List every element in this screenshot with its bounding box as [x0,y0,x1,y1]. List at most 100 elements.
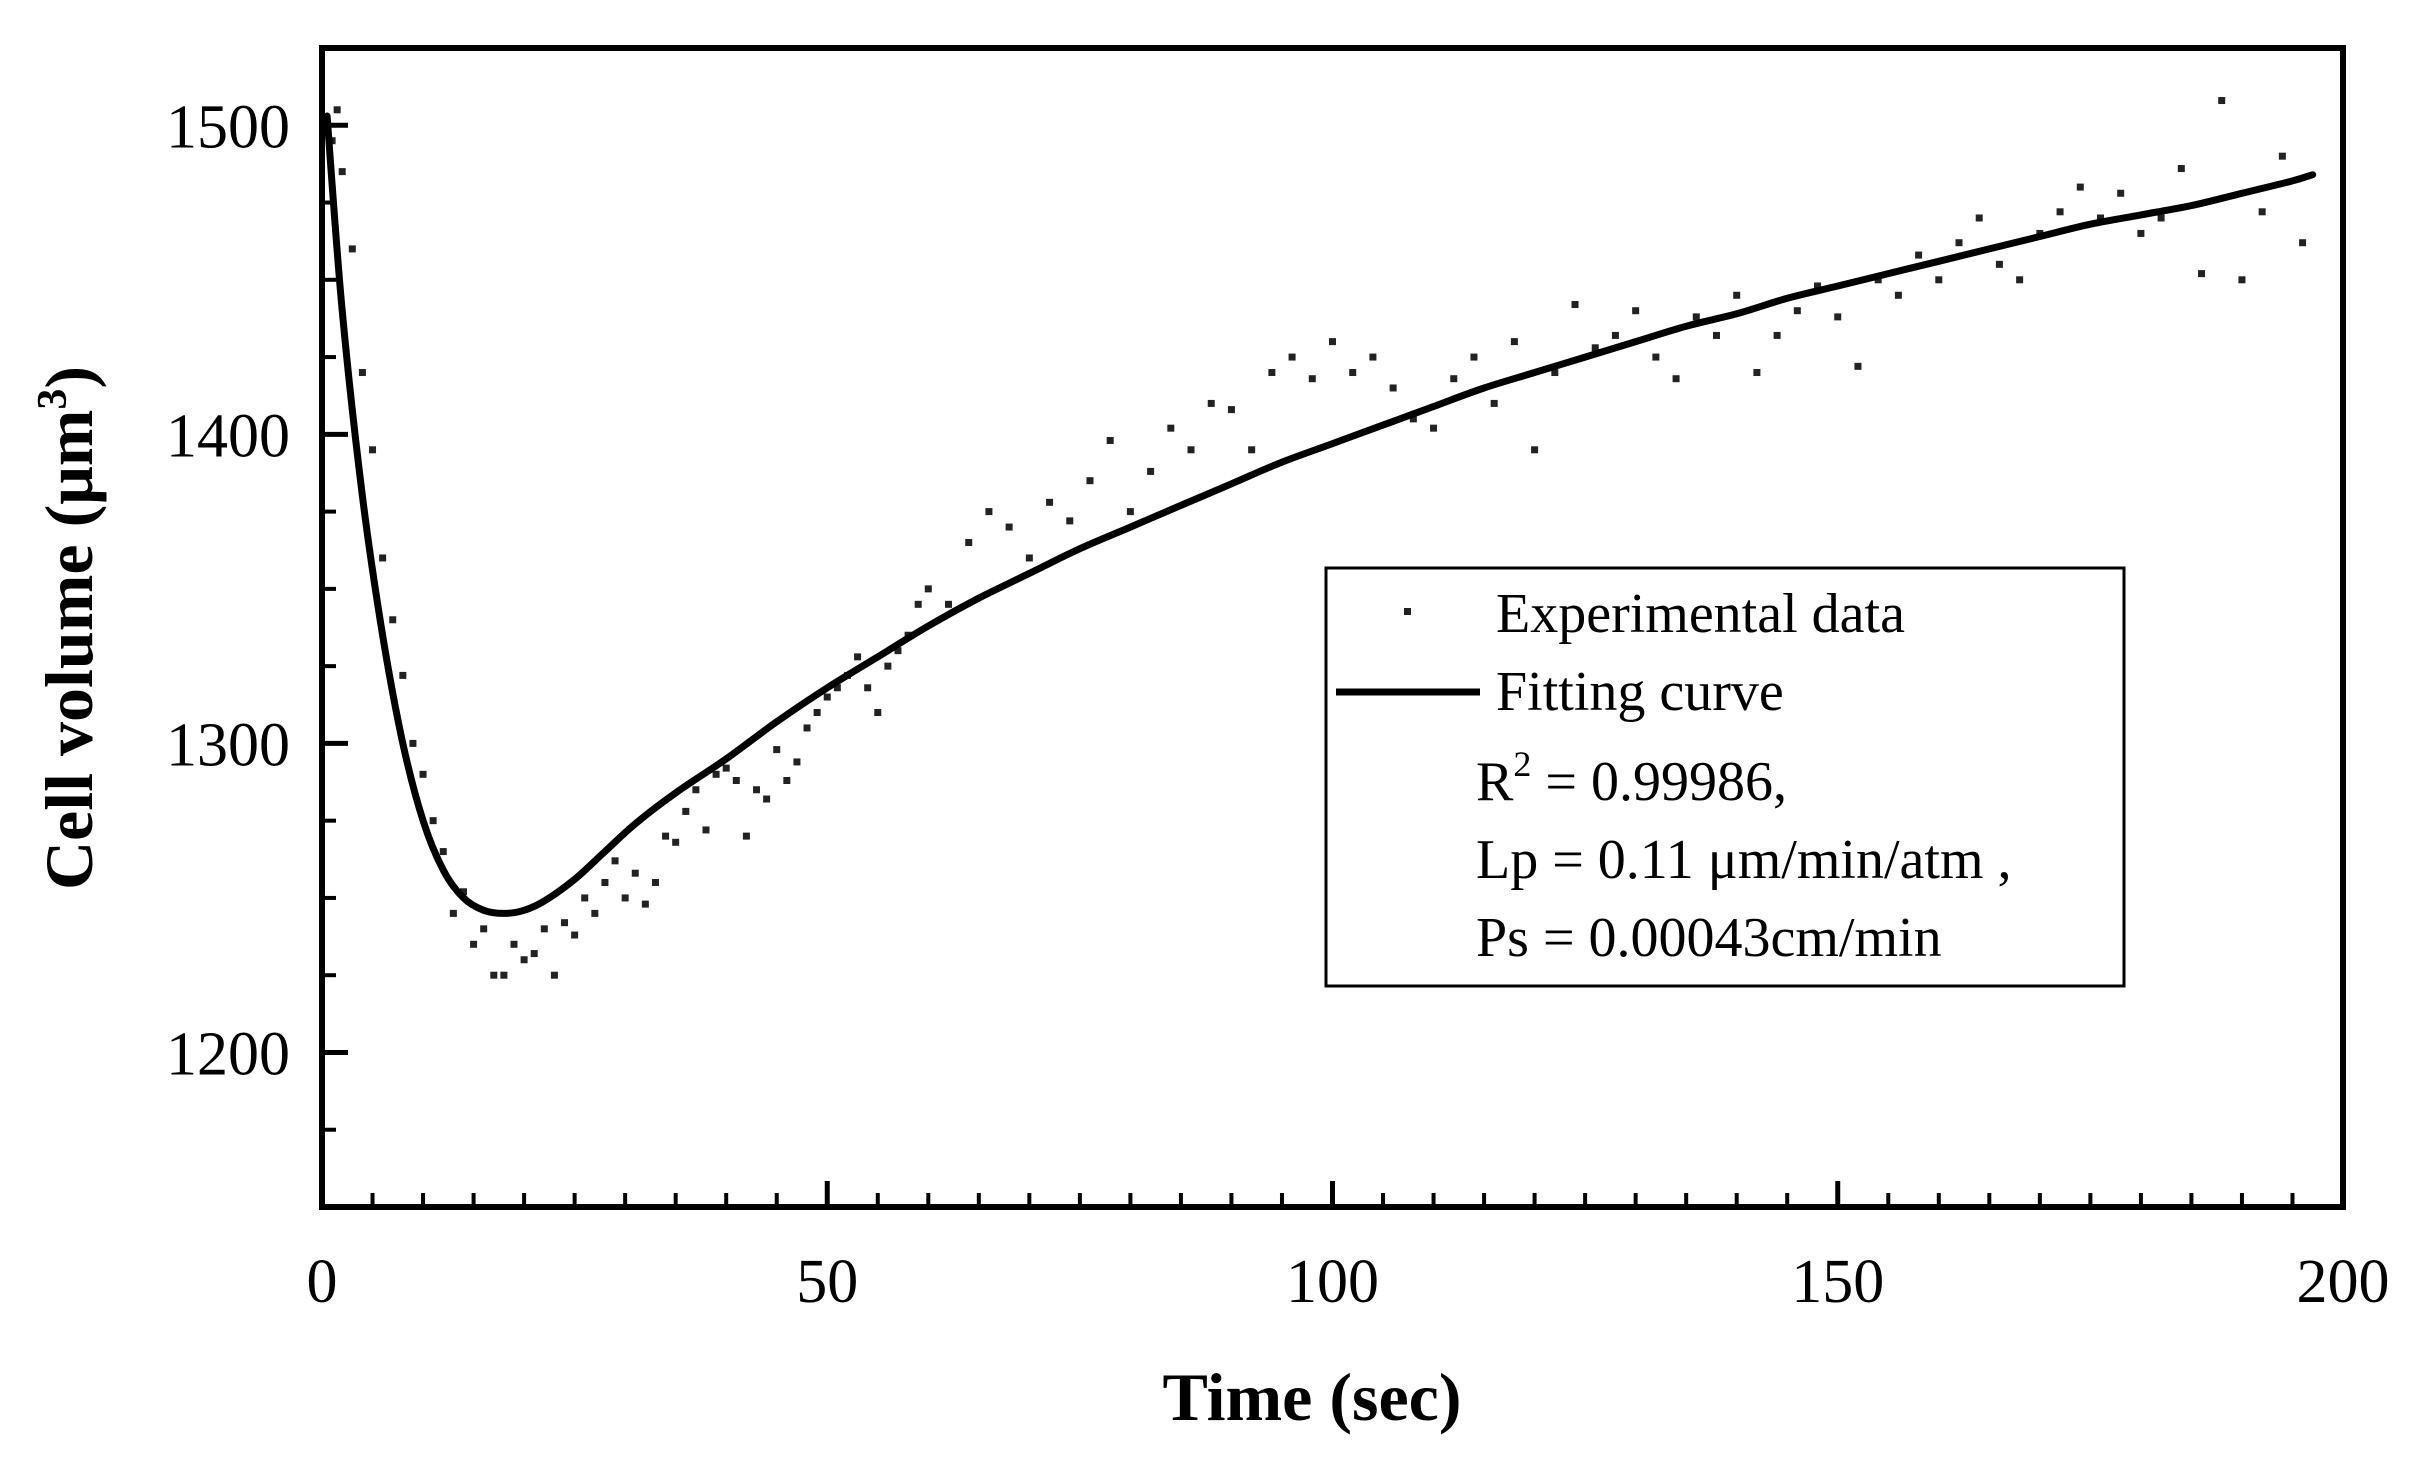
data-point [1430,424,1438,432]
data-point [1793,307,1801,315]
legend-scatter-marker [1404,608,1411,615]
data-point [945,600,953,608]
data-point [1551,369,1559,377]
data-point [1167,424,1175,432]
data-point [712,770,720,778]
y-tick-label: 1200 [166,1020,290,1088]
data-point [742,832,750,840]
data-point [1712,331,1720,339]
x-tick-label: 50 [796,1248,858,1316]
data-point [813,708,821,716]
y-axis-title-close: ) [31,366,107,389]
data-point [1531,446,1539,454]
data-point [672,838,680,846]
fit-curve-line [323,112,2317,917]
data-point [439,848,447,856]
data-point [510,940,518,948]
data-point [1571,301,1579,309]
data-point [1470,353,1478,361]
y-axis-title-sup: 3 [30,389,76,410]
x-tick-label: 0 [307,1248,338,1316]
data-point [621,894,629,902]
data-point [470,940,478,948]
data-point [399,671,407,679]
data-point [2258,208,2266,216]
data-point [753,786,761,794]
data-point [1106,437,1114,445]
data-point [833,684,841,692]
data-point [2299,239,2307,247]
data-point [449,909,457,917]
legend-r2-sup: 2 [1513,744,1531,784]
data-point [1955,239,1963,247]
y-tick-label: 1400 [166,402,290,470]
data-point [1915,251,1923,259]
legend-r2: R2 = 0.99986, [1476,744,1787,813]
data-point [662,832,670,840]
data-point [1894,291,1902,299]
data-point [1814,282,1822,290]
data-point [1369,353,1377,361]
data-point [2056,208,2064,216]
data-point [571,931,579,939]
data-point [1854,362,1862,370]
data-point [823,693,831,701]
data-point [540,925,548,933]
data-point [1975,214,1983,222]
x-tick-label: 100 [1286,1248,1379,1316]
data-point [1995,260,2003,268]
legend-scatter-label: Experimental data [1496,583,1905,645]
data-point [732,776,740,784]
data-point [702,826,710,834]
data-point [1046,498,1054,506]
data-point [1632,307,1640,315]
data-point [1005,523,1013,531]
x-tick-labels: 0 50 100 150 200 [307,1248,2390,1316]
data-point [1692,313,1700,321]
legend-box [1324,566,2126,988]
data-point [2278,152,2286,160]
data-point [1288,353,1296,361]
y-tick-label: 1300 [166,711,290,779]
data-point [651,878,659,886]
data-point [1308,375,1316,383]
data-point [550,971,558,979]
data-point [459,888,467,896]
y-axis-title: Cell volume (μm3) [30,366,107,890]
data-point [1652,353,1660,361]
data-point [419,770,427,778]
data-point [924,585,932,593]
data-point [1066,517,1074,525]
data-point [2177,165,2185,173]
data-point [369,446,377,454]
data-point [1450,375,1458,383]
data-point [490,971,498,979]
legend-ps: Ps = 0.00043cm/min [1476,907,1942,969]
data-point [379,554,387,562]
data-point [2218,97,2226,105]
data-point [1025,554,1033,562]
data-point [1329,338,1336,346]
data-point [1753,369,1761,377]
x-tick-label: 150 [1791,1248,1884,1316]
data-point [2157,214,2165,222]
data-point [2117,189,2125,197]
data-point [1086,477,1094,485]
data-point [530,950,538,958]
data-point [2238,276,2246,284]
legend-r2-prefix: R [1476,751,1514,813]
data-point [1126,508,1134,516]
y-tick-label: 1500 [166,93,290,161]
data-point [520,956,528,964]
data-point [854,653,862,661]
data-point [864,684,872,692]
data-point [722,764,730,772]
legend-r2-value: = 0.99986, [1531,751,1787,813]
data-point [1611,331,1619,339]
data-point [874,708,882,716]
data-point [1409,415,1417,423]
legend-line-label: Fitting curve [1496,661,1784,723]
legend: Experimental data Fitting curve R2 = 0.9… [1324,566,2126,988]
data-point [581,894,589,902]
data-point [1389,384,1397,392]
